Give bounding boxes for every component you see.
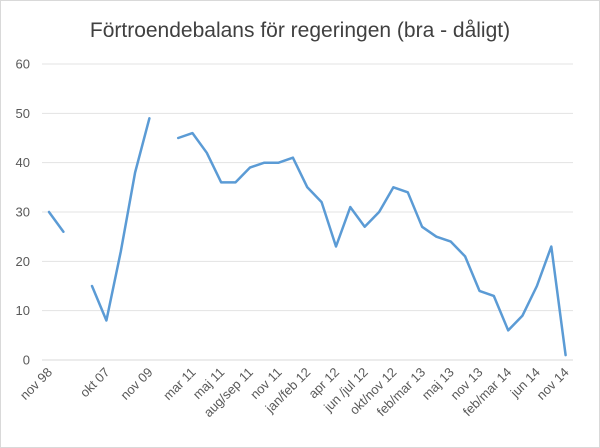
- y-tick-label: 0: [23, 353, 30, 368]
- gridlines: [42, 63, 573, 361]
- y-tick-label: 60: [16, 57, 30, 72]
- y-tick-label: 30: [16, 205, 30, 220]
- series-segment: [176, 131, 567, 357]
- x-tick-label: nov 09: [117, 365, 155, 403]
- y-axis-ticks: 0 10 20 30 40 50 60: [16, 57, 30, 368]
- series-segment: [47, 210, 65, 233]
- y-tick-label: 20: [16, 254, 30, 269]
- x-tick-label: nov 14: [534, 365, 572, 403]
- series-segment: [90, 117, 151, 322]
- x-tick-label: okt 07: [77, 365, 113, 401]
- y-tick-label: 10: [16, 303, 30, 318]
- y-tick-label: 50: [16, 106, 30, 121]
- x-tick-label: mar 11: [160, 365, 199, 404]
- y-tick-label: 40: [16, 155, 30, 170]
- chart-title: Förtroendebalans för regeringen (bra - d…: [89, 19, 511, 42]
- x-tick-label: nov 98: [17, 365, 55, 403]
- series-line: [47, 117, 567, 357]
